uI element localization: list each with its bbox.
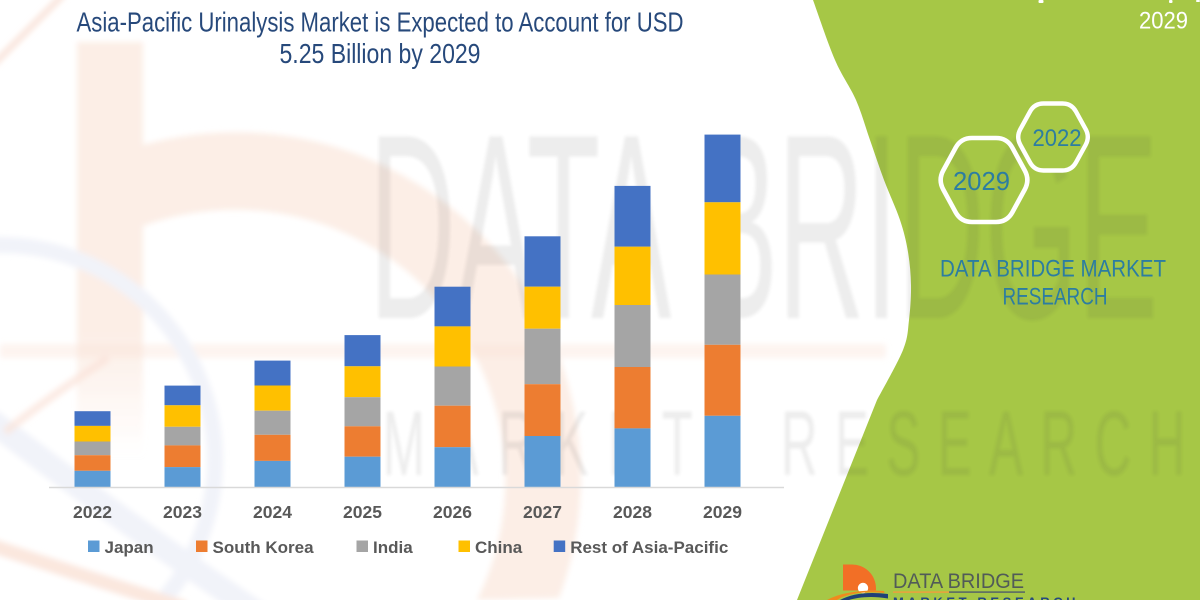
svg-text:RESEARCH: RESEARCH	[1003, 284, 1108, 311]
svg-text:Asia-Pacific Urinalysis Market: Asia-Pacific Urinalysis Market is Expect…	[77, 7, 684, 38]
svg-text:2029: 2029	[1139, 8, 1188, 35]
svg-text:DATA BRIDGE: DATA BRIDGE	[893, 570, 1024, 593]
svg-text:DATA BRIDGE MARKET: DATA BRIDGE MARKET	[940, 256, 1166, 283]
svg-text:Rest of Asia-Pacific: Rest of Asia-Pacific	[570, 538, 728, 557]
svg-text:2029: 2029	[953, 166, 1010, 196]
svg-text:2027: 2027	[523, 502, 562, 522]
svg-text:2025: 2025	[343, 502, 382, 522]
svg-text:5.25 Billion by 2029: 5.25 Billion by 2029	[280, 38, 481, 69]
svg-text:Japan: Japan	[105, 538, 154, 557]
svg-text:2023: 2023	[163, 502, 202, 522]
svg-text:China: China	[475, 538, 523, 557]
svg-text:2029: 2029	[703, 502, 742, 522]
svg-text:2026: 2026	[433, 502, 472, 522]
svg-text:2024: 2024	[253, 502, 292, 522]
svg-text:MARKET RESEARCH: MARKET RESEARCH	[893, 595, 1079, 600]
svg-text:India: India	[373, 538, 413, 557]
svg-text:RESEARCH: RESEARCH	[781, 392, 1200, 495]
svg-text:2022: 2022	[73, 502, 112, 522]
svg-text:2022: 2022	[1033, 125, 1082, 152]
svg-text:2028: 2028	[613, 502, 652, 522]
svg-text:South Korea: South Korea	[213, 538, 315, 557]
